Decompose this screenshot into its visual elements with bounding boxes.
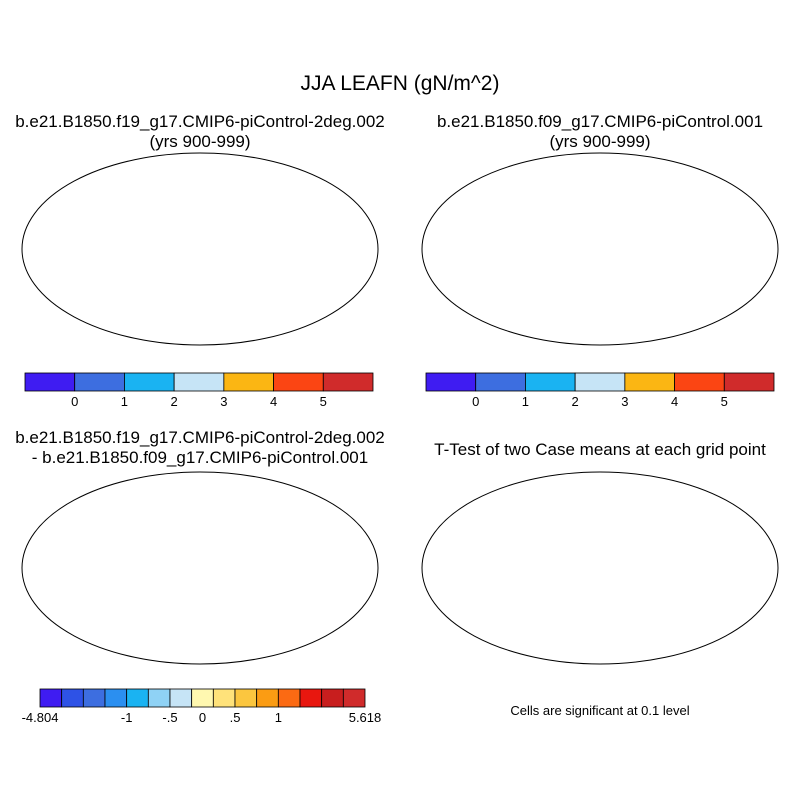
colorbar-swatch	[425, 372, 477, 392]
colorbar-swatch	[169, 688, 193, 708]
colorbar-swatch	[624, 372, 675, 392]
colorbar-tick-label: 2	[571, 394, 579, 409]
panel-title-case2: b.e21.B1850.f09_g17.CMIP6-piControl.001 …	[400, 112, 800, 152]
colorbar-tick-label: 5	[720, 394, 728, 409]
colorbar-tick-label: 5.618	[348, 710, 382, 725]
panel-title-case1: b.e21.B1850.f19_g17.CMIP6-piControl-2deg…	[0, 112, 400, 152]
colorbar-swatch	[299, 688, 323, 708]
globe-outline	[21, 152, 379, 346]
panel-title-ttest: T-Test of two Case means at each grid po…	[400, 440, 800, 460]
colorbar-swatch	[342, 688, 366, 708]
colorbar-case1	[24, 372, 374, 392]
colorbar-tick-label: 0	[71, 394, 79, 409]
globe-outline	[421, 152, 779, 346]
colorbar-swatch	[723, 372, 775, 392]
colorbar-swatch	[173, 372, 225, 392]
globe-outline	[421, 471, 779, 665]
panel-title-line1: b.e21.B1850.f09_g17.CMIP6-piControl.001	[436, 112, 764, 131]
colorbar-swatch	[61, 688, 84, 708]
colorbar-tick-label: -4.804	[21, 710, 59, 725]
colorbar-tick-label: .5	[229, 710, 241, 725]
globe-outline	[21, 471, 379, 665]
colorbar-tick-label: -.5	[162, 710, 178, 725]
panel-title-line1: b.e21.B1850.f19_g17.CMIP6-piControl-2deg…	[15, 428, 385, 447]
map-panel-case2	[421, 152, 779, 346]
colorbar-swatch	[104, 688, 128, 708]
colorbar-tick-label: 0	[198, 710, 207, 725]
panel-title-line1: T-Test of two Case means at each grid po…	[434, 440, 766, 459]
colorbar-swatch	[273, 372, 324, 392]
colorbar-tick-label: 5	[319, 394, 327, 409]
panel-title-line2: (yrs 900-999)	[149, 132, 251, 151]
panel-title-line2: (yrs 900-999)	[549, 132, 651, 151]
colorbar-swatch	[674, 372, 725, 392]
colorbar-swatch	[475, 372, 526, 392]
globe-background	[22, 153, 378, 345]
panel-title-line2: - b.e21.B1850.f09_g17.CMIP6-piControl.00…	[31, 448, 369, 467]
colorbar-tick-label: 3	[621, 394, 629, 409]
map-panel-case1	[21, 152, 379, 346]
colorbar-swatch	[24, 372, 76, 392]
colorbar-tick-label: 4	[269, 394, 278, 409]
globe-background	[422, 472, 778, 664]
colorbar-tick-label: 0	[472, 394, 480, 409]
map-panel-diff	[21, 471, 379, 665]
colorbar-tick-label: 4	[670, 394, 679, 409]
map-panel-ttest	[421, 471, 779, 665]
colorbar-swatch	[277, 688, 301, 708]
colorbar-swatch	[39, 688, 63, 708]
colorbar-swatch	[212, 688, 236, 708]
colorbar-swatch	[234, 688, 258, 708]
colorbar-tick-label: 1	[521, 394, 530, 409]
colorbar-swatch	[124, 372, 175, 392]
colorbar-swatch	[126, 688, 149, 708]
colorbar-swatch	[147, 688, 171, 708]
colorbar-swatch	[574, 372, 626, 392]
colorbar-tick-label: 2	[170, 394, 178, 409]
globe-background	[422, 153, 778, 345]
significance-note: Cells are significant at 0.1 level	[510, 703, 690, 718]
colorbar-tick-label: -1	[120, 710, 133, 725]
globe-background	[22, 472, 378, 664]
colorbar-tick-label: 1	[274, 710, 282, 725]
colorbar-swatch	[82, 688, 106, 708]
figure-title: JJA LEAFN (gN/m^2)	[300, 72, 500, 95]
colorbar-swatch	[74, 372, 125, 392]
colorbar-swatch	[223, 372, 274, 392]
colorbar-swatch	[191, 688, 214, 708]
colorbar-diff	[39, 688, 366, 708]
colorbar-swatch	[322, 372, 374, 392]
panel-title-diff: b.e21.B1850.f19_g17.CMIP6-piControl-2deg…	[0, 428, 400, 468]
colorbar-case2	[425, 372, 775, 392]
colorbar-swatch	[321, 688, 344, 708]
colorbar-tick-label: 1	[120, 394, 129, 409]
colorbar-swatch	[256, 688, 279, 708]
colorbar-tick-label: 3	[220, 394, 228, 409]
colorbar-swatch	[525, 372, 576, 392]
panel-title-line1: b.e21.B1850.f19_g17.CMIP6-piControl-2deg…	[15, 112, 385, 131]
